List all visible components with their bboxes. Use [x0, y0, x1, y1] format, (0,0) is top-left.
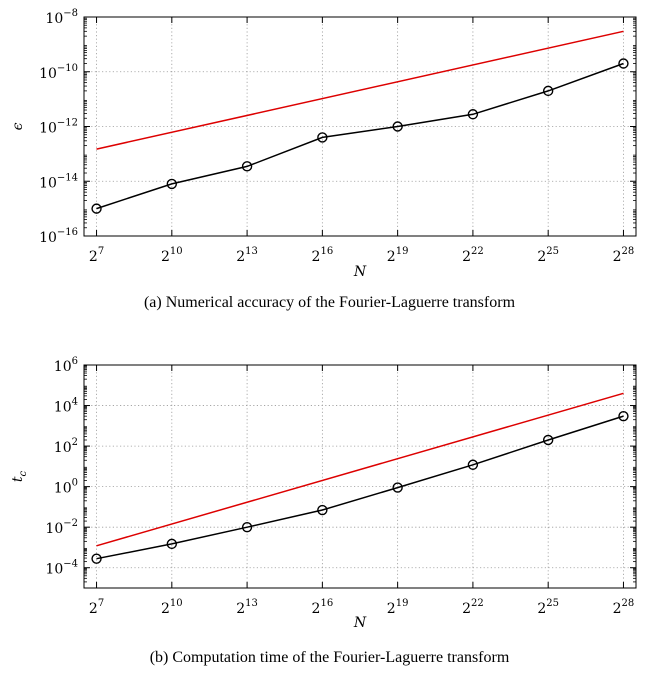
- x-tick-label: 27: [89, 598, 104, 617]
- data-point: [241, 161, 253, 172]
- x-tick-label: 213: [236, 246, 258, 265]
- x-tick-label: 225: [537, 246, 559, 265]
- plot-area: [83, 364, 637, 589]
- data-point: [392, 482, 403, 493]
- x-axis-label: N: [353, 264, 367, 280]
- data-point: [91, 203, 102, 214]
- y-tick-label: 102: [54, 437, 78, 456]
- x-tick-label: 27: [89, 246, 104, 265]
- y-tick-label: 104: [54, 397, 78, 416]
- reference-series-line: [96, 392, 624, 547]
- data-point: [166, 178, 178, 190]
- x-tick-label: 219: [387, 246, 409, 265]
- y-tick-label: 10−12: [39, 118, 78, 137]
- caption-accuracy: (a) Numerical accuracy of the Fourier-La…: [143, 294, 516, 311]
- data-point: [467, 459, 479, 470]
- y-tick-label: 10−8: [45, 8, 78, 27]
- data-point: [317, 132, 328, 143]
- measured-series-line: [96, 415, 624, 560]
- x-tick-label: 210: [161, 598, 183, 617]
- x-tick-label: 216: [312, 246, 334, 265]
- data-point: [467, 109, 479, 120]
- x-tick-label: 225: [537, 598, 559, 617]
- reference-series-line: [96, 30, 624, 150]
- measured-series-line: [96, 62, 624, 210]
- data-point: [317, 504, 328, 516]
- x-tick-label: 228: [613, 598, 635, 617]
- y-tick-label: 10−14: [39, 172, 78, 191]
- y-axis-label: ϵ: [10, 122, 26, 130]
- data-point: [618, 410, 629, 422]
- data-point: [91, 553, 102, 564]
- x-tick-label: 213: [236, 598, 258, 617]
- x-axis-label: N: [353, 615, 367, 631]
- y-tick-label: 10−16: [39, 227, 78, 246]
- y-tick-label: 10−2: [45, 518, 78, 537]
- y-tick-label: 10−10: [39, 63, 78, 82]
- x-tick-label: 216: [312, 598, 334, 617]
- caption-computation-time: (b) Computation time of the Fourier-Lagu…: [149, 649, 510, 666]
- data-point: [618, 58, 629, 69]
- x-tick-label: 222: [462, 598, 484, 617]
- y-tick-label: 10−4: [45, 559, 78, 578]
- x-tick-label: 210: [161, 246, 183, 265]
- data-point: [392, 121, 403, 132]
- data-point: [241, 521, 253, 533]
- x-tick-label: 228: [613, 246, 635, 265]
- chart-computation-time: 10−4 10−2 100 102 104 106 27 210 213 216 219 222 225…: [10, 356, 637, 631]
- x-tick-label: 219: [387, 598, 409, 617]
- chart-accuracy: 10−16 10−14 10−12 10−10 10−8 27 210 213 216 219 22…: [10, 8, 637, 280]
- data-point: [166, 538, 178, 550]
- y-axis-label: tc: [10, 470, 29, 482]
- x-tick-label: 222: [462, 246, 484, 265]
- y-tick-label: 100: [54, 478, 78, 497]
- data-point: [542, 434, 554, 446]
- y-tick-label: 106: [54, 356, 78, 375]
- data-point: [542, 85, 554, 97]
